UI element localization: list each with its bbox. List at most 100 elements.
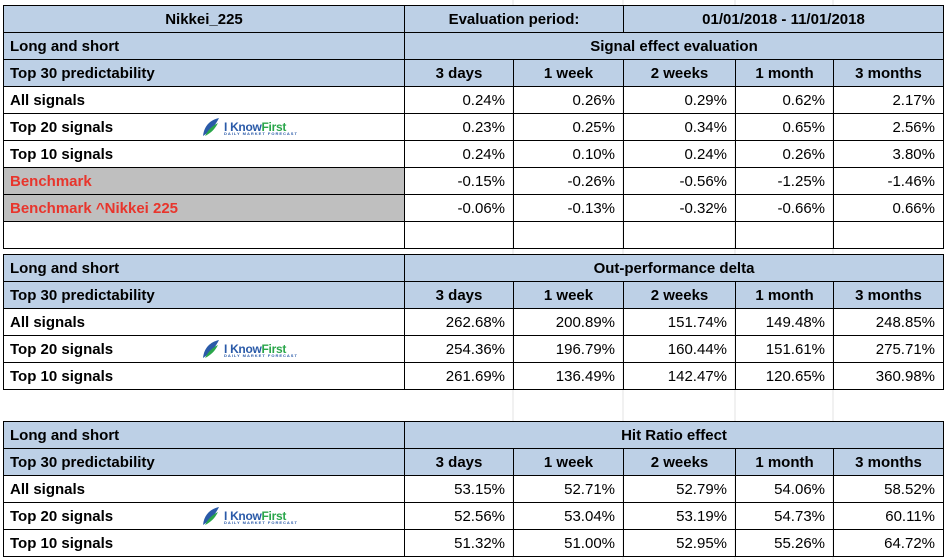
value-cell[interactable]: 58.52% xyxy=(833,475,944,503)
value-cell[interactable]: -0.06% xyxy=(404,194,514,222)
empty-cell[interactable] xyxy=(3,221,405,249)
value-cell[interactable]: 275.71% xyxy=(833,335,944,363)
section-title-cell[interactable]: Out-performance delta xyxy=(404,254,944,282)
col-header-2-weeks[interactable]: 2 weeks xyxy=(623,59,736,87)
index-name-cell[interactable]: Nikkei_225 xyxy=(3,5,405,33)
section-title-cell[interactable]: Hit Ratio effect xyxy=(404,421,944,449)
subheader-cell[interactable]: Top 30 predictability xyxy=(3,281,405,309)
mode-cell[interactable]: Long and short xyxy=(3,254,405,282)
value-cell[interactable]: 0.25% xyxy=(513,113,624,141)
value-cell[interactable]: 151.61% xyxy=(735,335,834,363)
value-cell[interactable]: 196.79% xyxy=(513,335,624,363)
value-cell[interactable]: -0.13% xyxy=(513,194,624,222)
value-cell[interactable]: 0.66% xyxy=(833,194,944,222)
value-cell[interactable]: 0.34% xyxy=(623,113,736,141)
col-header-1-week[interactable]: 1 week xyxy=(513,448,624,476)
empty-cell[interactable] xyxy=(404,221,514,249)
value-cell[interactable]: -0.32% xyxy=(623,194,736,222)
value-cell[interactable]: 0.26% xyxy=(513,86,624,114)
subheader-cell[interactable]: Top 30 predictability xyxy=(3,59,405,87)
value-cell[interactable]: -0.15% xyxy=(404,167,514,195)
period-label-cell[interactable]: Evaluation period: xyxy=(404,5,624,33)
value-cell[interactable]: 151.74% xyxy=(623,308,736,336)
empty-cell[interactable] xyxy=(513,221,624,249)
value-cell[interactable]: 52.71% xyxy=(513,475,624,503)
value-cell[interactable]: 0.24% xyxy=(623,140,736,168)
value-cell[interactable]: 248.85% xyxy=(833,308,944,336)
empty-cell[interactable] xyxy=(623,221,736,249)
value-cell[interactable]: 0.10% xyxy=(513,140,624,168)
mode-cell[interactable]: Long and short xyxy=(3,32,405,60)
value-cell[interactable]: 51.32% xyxy=(404,529,514,557)
value-cell[interactable]: 54.06% xyxy=(735,475,834,503)
col-header-3-months[interactable]: 3 months xyxy=(833,281,944,309)
value-cell[interactable]: 0.29% xyxy=(623,86,736,114)
col-header-1-month[interactable]: 1 month xyxy=(735,448,834,476)
empty-cell[interactable] xyxy=(833,221,944,249)
col-header-2-weeks[interactable]: 2 weeks xyxy=(623,448,736,476)
value-cell[interactable]: 2.56% xyxy=(833,113,944,141)
row-label[interactable]: All signals xyxy=(3,475,405,503)
value-cell[interactable]: 60.11% xyxy=(833,502,944,530)
col-header-3-months[interactable]: 3 months xyxy=(833,59,944,87)
col-header-3-days[interactable]: 3 days xyxy=(404,448,514,476)
col-header-1-month[interactable]: 1 month xyxy=(735,281,834,309)
row-label-with-logo[interactable]: Top 20 signals I KnowFirst DAILY MARKET … xyxy=(3,335,405,363)
value-cell[interactable]: 360.98% xyxy=(833,362,944,390)
value-cell[interactable]: 0.23% xyxy=(404,113,514,141)
col-header-1-month[interactable]: 1 month xyxy=(735,59,834,87)
value-cell[interactable]: 64.72% xyxy=(833,529,944,557)
value-cell[interactable]: 53.15% xyxy=(404,475,514,503)
value-cell[interactable]: -0.66% xyxy=(735,194,834,222)
value-cell[interactable]: 149.48% xyxy=(735,308,834,336)
value-cell[interactable]: -1.25% xyxy=(735,167,834,195)
value-cell[interactable]: 53.04% xyxy=(513,502,624,530)
value-cell[interactable]: 3.80% xyxy=(833,140,944,168)
value-cell[interactable]: 0.24% xyxy=(404,140,514,168)
value-cell[interactable]: 0.62% xyxy=(735,86,834,114)
value-cell[interactable]: 51.00% xyxy=(513,529,624,557)
value-cell[interactable]: 53.19% xyxy=(623,502,736,530)
value-cell[interactable]: 261.69% xyxy=(404,362,514,390)
row-label[interactable]: Top 10 signals xyxy=(3,140,405,168)
col-header-2-weeks[interactable]: 2 weeks xyxy=(623,281,736,309)
col-header-1-week[interactable]: 1 week xyxy=(513,59,624,87)
value-cell[interactable]: 0.65% xyxy=(735,113,834,141)
value-cell[interactable]: 160.44% xyxy=(623,335,736,363)
value-cell[interactable]: 200.89% xyxy=(513,308,624,336)
benchmark-label[interactable]: Benchmark xyxy=(3,167,405,195)
value-cell[interactable]: 136.49% xyxy=(513,362,624,390)
value-cell[interactable]: 52.95% xyxy=(623,529,736,557)
value-cell[interactable]: 120.65% xyxy=(735,362,834,390)
mode-cell[interactable]: Long and short xyxy=(3,421,405,449)
value-cell[interactable]: 262.68% xyxy=(404,308,514,336)
benchmark-index-label[interactable]: Benchmark ^Nikkei 225 xyxy=(3,194,405,222)
period-value-cell[interactable]: 01/01/2018 - 11/01/2018 xyxy=(623,5,944,33)
value-cell[interactable]: 0.26% xyxy=(735,140,834,168)
value-cell[interactable]: -0.56% xyxy=(623,167,736,195)
section-title-cell[interactable]: Signal effect evaluation xyxy=(404,32,944,60)
col-header-1-week[interactable]: 1 week xyxy=(513,281,624,309)
value-cell[interactable]: 254.36% xyxy=(404,335,514,363)
value-cell[interactable]: 2.17% xyxy=(833,86,944,114)
row-label[interactable]: All signals xyxy=(3,86,405,114)
row-label[interactable]: Top 10 signals xyxy=(3,529,405,557)
row-label-with-logo[interactable]: Top 20 signals I KnowFirst DAILY MARKET … xyxy=(3,502,405,530)
value-cell[interactable]: 54.73% xyxy=(735,502,834,530)
row-label-with-logo[interactable]: Top 20 signals I KnowFirst DAILY MARKET … xyxy=(3,113,405,141)
col-header-3-months[interactable]: 3 months xyxy=(833,448,944,476)
empty-cell[interactable] xyxy=(735,221,834,249)
row-label[interactable]: Top 10 signals xyxy=(3,362,405,390)
value-cell[interactable]: -1.46% xyxy=(833,167,944,195)
row-label[interactable]: All signals xyxy=(3,308,405,336)
col-header-3-days[interactable]: 3 days xyxy=(404,281,514,309)
col-header-3-days[interactable]: 3 days xyxy=(404,59,514,87)
value-cell[interactable]: 55.26% xyxy=(735,529,834,557)
value-cell[interactable]: 142.47% xyxy=(623,362,736,390)
logo-tagline: DAILY MARKET FORECAST xyxy=(224,353,298,358)
value-cell[interactable]: -0.26% xyxy=(513,167,624,195)
value-cell[interactable]: 52.56% xyxy=(404,502,514,530)
value-cell[interactable]: 0.24% xyxy=(404,86,514,114)
value-cell[interactable]: 52.79% xyxy=(623,475,736,503)
subheader-cell[interactable]: Top 30 predictability xyxy=(3,448,405,476)
